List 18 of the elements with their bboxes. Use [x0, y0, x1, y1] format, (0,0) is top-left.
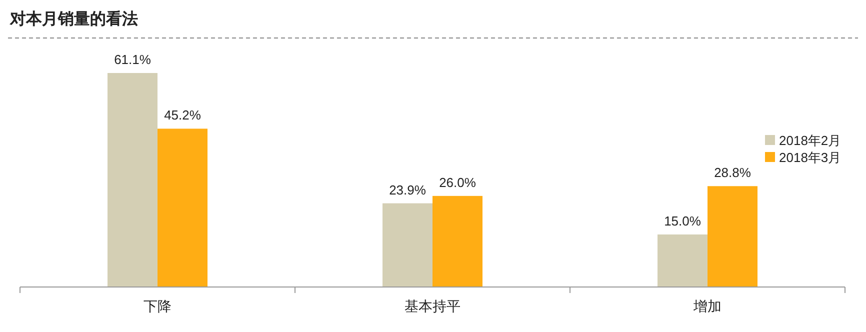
chart-title: 对本月销量的看法 [9, 10, 138, 28]
data-label: 61.1% [114, 52, 152, 67]
data-label: 45.2% [164, 108, 202, 123]
data-label: 15.0% [664, 213, 702, 228]
x-tick-label: 增加 [692, 298, 722, 314]
x-tick-label: 基本持平 [404, 298, 460, 314]
bar [432, 196, 482, 287]
x-tick-label: 下降 [144, 298, 172, 314]
legend-label: 2018年3月 [779, 150, 842, 165]
bar [108, 73, 158, 287]
bar [658, 234, 708, 287]
legend-label: 2018年2月 [779, 133, 842, 148]
data-label: 28.8% [714, 165, 752, 180]
bar [382, 203, 432, 287]
bar [708, 186, 758, 287]
data-label: 26.0% [439, 174, 476, 190]
bar [158, 128, 208, 287]
data-label: 23.9% [389, 182, 426, 198]
